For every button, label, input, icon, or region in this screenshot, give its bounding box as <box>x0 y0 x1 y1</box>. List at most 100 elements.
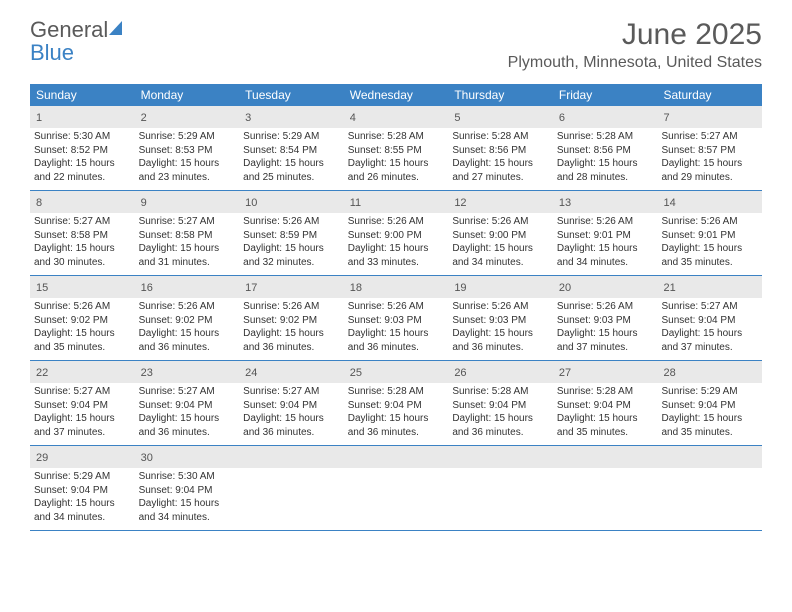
day-number: 3 <box>245 112 251 124</box>
brand-sail-icon <box>109 17 127 42</box>
sunrise-text: Sunrise: 5:26 AM <box>452 300 549 314</box>
sunrise-text: Sunrise: 5:30 AM <box>139 470 236 484</box>
daylight-text: Daylight: 15 hours and 30 minutes. <box>34 242 131 269</box>
sunset-text: Sunset: 9:04 PM <box>243 399 340 413</box>
day-number: 21 <box>663 282 675 294</box>
daylight-text: Daylight: 15 hours and 36 minutes. <box>348 327 445 354</box>
day-number-row: 21 <box>657 276 762 298</box>
sunset-text: Sunset: 9:04 PM <box>661 399 758 413</box>
day-number-row: 15 <box>30 276 135 298</box>
calendar-day: 7Sunrise: 5:27 AMSunset: 8:57 PMDaylight… <box>657 106 762 190</box>
sunrise-text: Sunrise: 5:29 AM <box>661 385 758 399</box>
sunset-text: Sunset: 9:04 PM <box>139 484 236 498</box>
daylight-text: Daylight: 15 hours and 36 minutes. <box>139 327 236 354</box>
page-header: General Blue June 2025 Plymouth, Minneso… <box>0 0 792 78</box>
day-number: 19 <box>454 282 466 294</box>
calendar-day: . <box>553 446 658 530</box>
calendar-day: 17Sunrise: 5:26 AMSunset: 9:02 PMDayligh… <box>239 276 344 360</box>
day-number-row: 24 <box>239 361 344 383</box>
daylight-text: Daylight: 15 hours and 37 minutes. <box>557 327 654 354</box>
brand-logo: General Blue <box>30 18 127 64</box>
sunrise-text: Sunrise: 5:27 AM <box>661 130 758 144</box>
day-number-row: 9 <box>135 191 240 213</box>
calendar-day: 9Sunrise: 5:27 AMSunset: 8:58 PMDaylight… <box>135 191 240 275</box>
daylight-text: Daylight: 15 hours and 23 minutes. <box>139 157 236 184</box>
day-number-row: 25 <box>344 361 449 383</box>
dow-monday: Monday <box>135 84 240 106</box>
day-number-row: 12 <box>448 191 553 213</box>
sunset-text: Sunset: 9:02 PM <box>34 314 131 328</box>
sunset-text: Sunset: 8:57 PM <box>661 144 758 158</box>
day-number-row: 5 <box>448 106 553 128</box>
calendar-day: 16Sunrise: 5:26 AMSunset: 9:02 PMDayligh… <box>135 276 240 360</box>
sunset-text: Sunset: 8:56 PM <box>452 144 549 158</box>
day-number-row: 13 <box>553 191 658 213</box>
sunset-text: Sunset: 9:04 PM <box>661 314 758 328</box>
brand-word-1: General <box>30 17 108 42</box>
sunrise-text: Sunrise: 5:27 AM <box>243 385 340 399</box>
daylight-text: Daylight: 15 hours and 35 minutes. <box>661 412 758 439</box>
day-number-row: 1 <box>30 106 135 128</box>
daylight-text: Daylight: 15 hours and 26 minutes. <box>348 157 445 184</box>
sunset-text: Sunset: 9:01 PM <box>661 229 758 243</box>
day-number-row: 17 <box>239 276 344 298</box>
day-number: 6 <box>559 112 565 124</box>
day-number: 15 <box>36 282 48 294</box>
day-number-row: 20 <box>553 276 658 298</box>
day-number: 28 <box>663 367 675 379</box>
day-number: 20 <box>559 282 571 294</box>
day-number: 29 <box>36 452 48 464</box>
day-number: 18 <box>350 282 362 294</box>
day-number: 4 <box>350 112 356 124</box>
day-number: 23 <box>141 367 153 379</box>
dow-header-row: Sunday Monday Tuesday Wednesday Thursday… <box>30 84 762 106</box>
daylight-text: Daylight: 15 hours and 36 minutes. <box>452 327 549 354</box>
calendar-day: 25Sunrise: 5:28 AMSunset: 9:04 PMDayligh… <box>344 361 449 445</box>
sunrise-text: Sunrise: 5:28 AM <box>557 130 654 144</box>
sunrise-text: Sunrise: 5:26 AM <box>661 215 758 229</box>
daylight-text: Daylight: 15 hours and 25 minutes. <box>243 157 340 184</box>
calendar-day: 6Sunrise: 5:28 AMSunset: 8:56 PMDaylight… <box>553 106 658 190</box>
day-number-row: . <box>657 446 762 468</box>
day-number-row: 30 <box>135 446 240 468</box>
dow-wednesday: Wednesday <box>344 84 449 106</box>
sunset-text: Sunset: 8:59 PM <box>243 229 340 243</box>
daylight-text: Daylight: 15 hours and 29 minutes. <box>661 157 758 184</box>
dow-thursday: Thursday <box>448 84 553 106</box>
calendar-day: 23Sunrise: 5:27 AMSunset: 9:04 PMDayligh… <box>135 361 240 445</box>
sunrise-text: Sunrise: 5:26 AM <box>348 215 445 229</box>
dow-saturday: Saturday <box>657 84 762 106</box>
sunrise-text: Sunrise: 5:28 AM <box>452 130 549 144</box>
day-number-row: . <box>239 446 344 468</box>
calendar-day: 26Sunrise: 5:28 AMSunset: 9:04 PMDayligh… <box>448 361 553 445</box>
sunset-text: Sunset: 9:01 PM <box>557 229 654 243</box>
sunset-text: Sunset: 9:02 PM <box>139 314 236 328</box>
calendar-day: 4Sunrise: 5:28 AMSunset: 8:55 PMDaylight… <box>344 106 449 190</box>
daylight-text: Daylight: 15 hours and 34 minutes. <box>452 242 549 269</box>
sunset-text: Sunset: 8:56 PM <box>557 144 654 158</box>
day-number-row: 4 <box>344 106 449 128</box>
day-number: 1 <box>36 112 42 124</box>
day-number-row: . <box>553 446 658 468</box>
day-number: 24 <box>245 367 257 379</box>
daylight-text: Daylight: 15 hours and 36 minutes. <box>348 412 445 439</box>
daylight-text: Daylight: 15 hours and 36 minutes. <box>243 412 340 439</box>
calendar-day: 2Sunrise: 5:29 AMSunset: 8:53 PMDaylight… <box>135 106 240 190</box>
day-number: 9 <box>141 197 147 209</box>
calendar-day: 15Sunrise: 5:26 AMSunset: 9:02 PMDayligh… <box>30 276 135 360</box>
sunrise-text: Sunrise: 5:26 AM <box>243 215 340 229</box>
sunrise-text: Sunrise: 5:29 AM <box>139 130 236 144</box>
calendar-day: 13Sunrise: 5:26 AMSunset: 9:01 PMDayligh… <box>553 191 658 275</box>
calendar-day: 30Sunrise: 5:30 AMSunset: 9:04 PMDayligh… <box>135 446 240 530</box>
day-number-row: 2 <box>135 106 240 128</box>
sunrise-text: Sunrise: 5:27 AM <box>139 385 236 399</box>
daylight-text: Daylight: 15 hours and 34 minutes. <box>34 497 131 524</box>
day-number: 14 <box>663 197 675 209</box>
day-number: 30 <box>141 452 153 464</box>
sunset-text: Sunset: 9:04 PM <box>139 399 236 413</box>
calendar-day: 10Sunrise: 5:26 AMSunset: 8:59 PMDayligh… <box>239 191 344 275</box>
sunset-text: Sunset: 8:52 PM <box>34 144 131 158</box>
sunset-text: Sunset: 9:00 PM <box>348 229 445 243</box>
day-number: 2 <box>141 112 147 124</box>
day-number-row: 16 <box>135 276 240 298</box>
